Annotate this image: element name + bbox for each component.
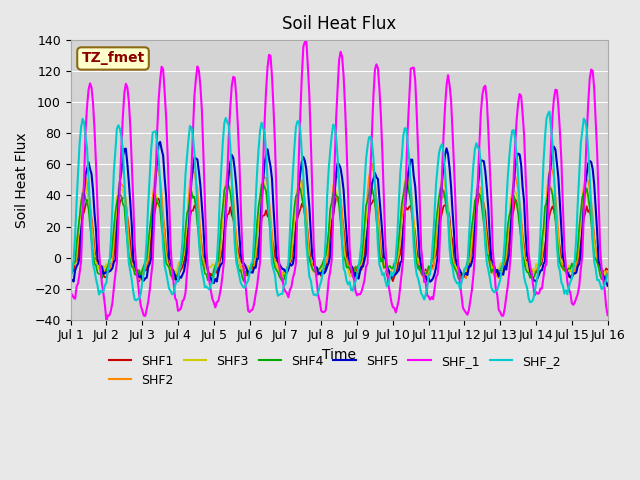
SHF_1 [303, 37, 310, 43]
SHF5 [604, 283, 611, 288]
SHF2 [541, 216, 549, 222]
SHF2 [67, 270, 74, 276]
SHF2 [604, 272, 611, 278]
SHF5 [404, 173, 412, 179]
SHF_1 [376, 85, 383, 91]
SHF5 [67, 276, 74, 282]
Line: SHF3: SHF3 [70, 177, 607, 278]
Line: SHF_1: SHF_1 [70, 40, 607, 321]
SHF_2 [546, 109, 554, 115]
SHF3 [604, 272, 611, 277]
Title: Soil Heat Flux: Soil Heat Flux [282, 15, 396, 33]
SHF4 [372, 217, 380, 223]
SHF1 [168, 266, 176, 272]
SHF1 [604, 267, 611, 273]
SHF3 [440, 174, 447, 180]
SHF1 [477, 190, 484, 196]
SHF3 [404, 178, 412, 184]
SHF3 [280, 276, 288, 281]
SHF1 [82, 202, 90, 208]
SHF5 [82, 171, 90, 177]
SHF3 [67, 268, 74, 274]
SHF_1 [102, 318, 110, 324]
SHF2 [394, 256, 401, 262]
SHF_2 [526, 300, 534, 305]
SHF3 [392, 259, 399, 264]
Line: SHF4: SHF4 [70, 179, 607, 282]
SHF_1 [82, 128, 90, 133]
SHF4 [67, 273, 74, 278]
SHF4 [82, 196, 90, 202]
SHF3 [374, 221, 382, 227]
SHF1 [541, 243, 549, 249]
SHF2 [376, 228, 383, 234]
SHF_2 [67, 276, 74, 281]
Line: SHF5: SHF5 [70, 142, 607, 286]
SHF2 [168, 276, 176, 282]
SHF1 [136, 278, 143, 284]
SHF_2 [540, 159, 547, 165]
SHF5 [540, 261, 547, 267]
SHF2 [368, 160, 376, 166]
Text: TZ_fmet: TZ_fmet [81, 51, 145, 65]
SHF_1 [394, 304, 401, 310]
SHF1 [67, 272, 74, 277]
SHF5 [168, 266, 176, 272]
SHF2 [82, 175, 90, 181]
SHF1 [404, 207, 412, 213]
SHF3 [541, 215, 549, 220]
SHF_2 [390, 268, 398, 274]
SHF4 [540, 225, 547, 231]
Line: SHF2: SHF2 [70, 163, 607, 279]
SHF_2 [82, 134, 90, 140]
Legend: SHF1, SHF2, SHF3, SHF4, SHF5, SHF_1, SHF_2: SHF1, SHF2, SHF3, SHF4, SHF5, SHF_1, SHF… [104, 349, 566, 392]
SHF_2 [372, 209, 380, 215]
SHF_1 [604, 312, 611, 318]
SHF1 [374, 211, 382, 217]
Line: SHF_2: SHF_2 [70, 112, 607, 302]
SHF_2 [403, 126, 410, 132]
SHF4 [604, 271, 611, 276]
SHF4 [601, 279, 609, 285]
SHF3 [82, 182, 90, 188]
Y-axis label: Soil Heat Flux: Soil Heat Flux [15, 132, 29, 228]
SHF4 [167, 272, 175, 278]
SHF2 [405, 183, 413, 189]
SHF4 [403, 176, 410, 181]
SHF2 [136, 276, 143, 282]
SHF5 [392, 271, 399, 277]
SHF3 [167, 265, 175, 271]
SHF5 [156, 139, 164, 145]
SHF_1 [67, 290, 74, 296]
SHF_2 [167, 288, 175, 294]
SHF5 [374, 176, 382, 182]
SHF4 [390, 260, 398, 266]
SHF_1 [541, 264, 549, 270]
X-axis label: Time: Time [322, 348, 356, 362]
SHF_1 [168, 266, 176, 272]
SHF_1 [405, 95, 413, 100]
SHF_2 [604, 271, 611, 276]
SHF4 [404, 182, 412, 188]
SHF1 [392, 270, 399, 276]
Line: SHF1: SHF1 [70, 193, 607, 281]
